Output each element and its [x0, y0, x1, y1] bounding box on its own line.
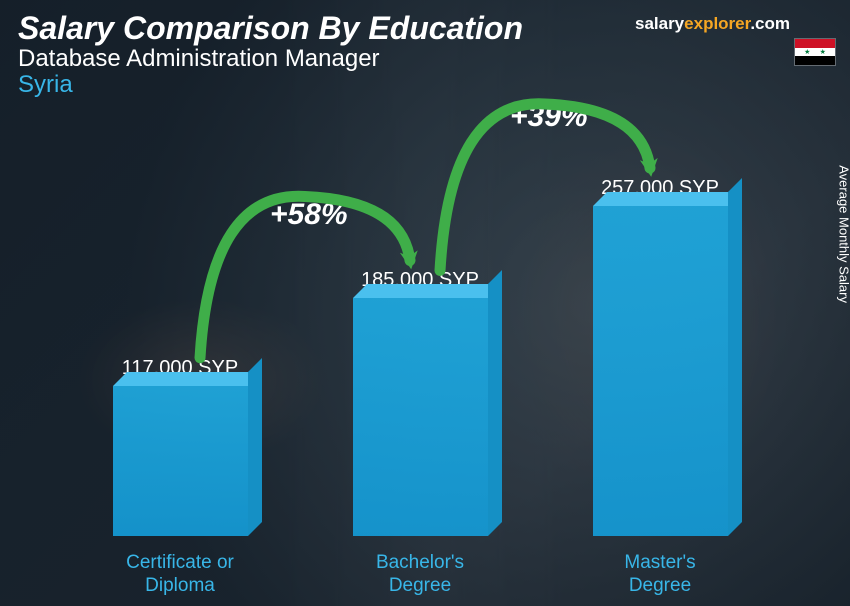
- x-axis-label: Master'sDegree: [570, 552, 750, 598]
- x-axis-label: Certificate orDiploma: [90, 552, 270, 598]
- increase-pct: +39%: [510, 100, 588, 134]
- bar: [593, 206, 728, 536]
- bar-group: 117,000 SYP: [90, 357, 270, 536]
- y-axis-label: Average Monthly Salary: [837, 165, 850, 303]
- chart-title: Salary Comparison By Education: [18, 10, 832, 47]
- x-axis-label: Bachelor'sDegree: [330, 552, 510, 598]
- header: Salary Comparison By Education Database …: [18, 10, 832, 99]
- bar: [353, 298, 488, 536]
- chart-country: Syria: [18, 71, 832, 99]
- bar: [113, 386, 248, 536]
- x-axis-labels: Certificate orDiploma Bachelor'sDegree Mas…: [60, 552, 780, 598]
- bar-group: 185,000 SYP: [330, 269, 510, 536]
- bar-group: 257,000 SYP: [570, 177, 750, 536]
- bar-chart: 117,000 SYP 185,000 SYP 257,000 SYP: [60, 140, 780, 536]
- chart-subtitle: Database Administration Manager: [18, 45, 832, 73]
